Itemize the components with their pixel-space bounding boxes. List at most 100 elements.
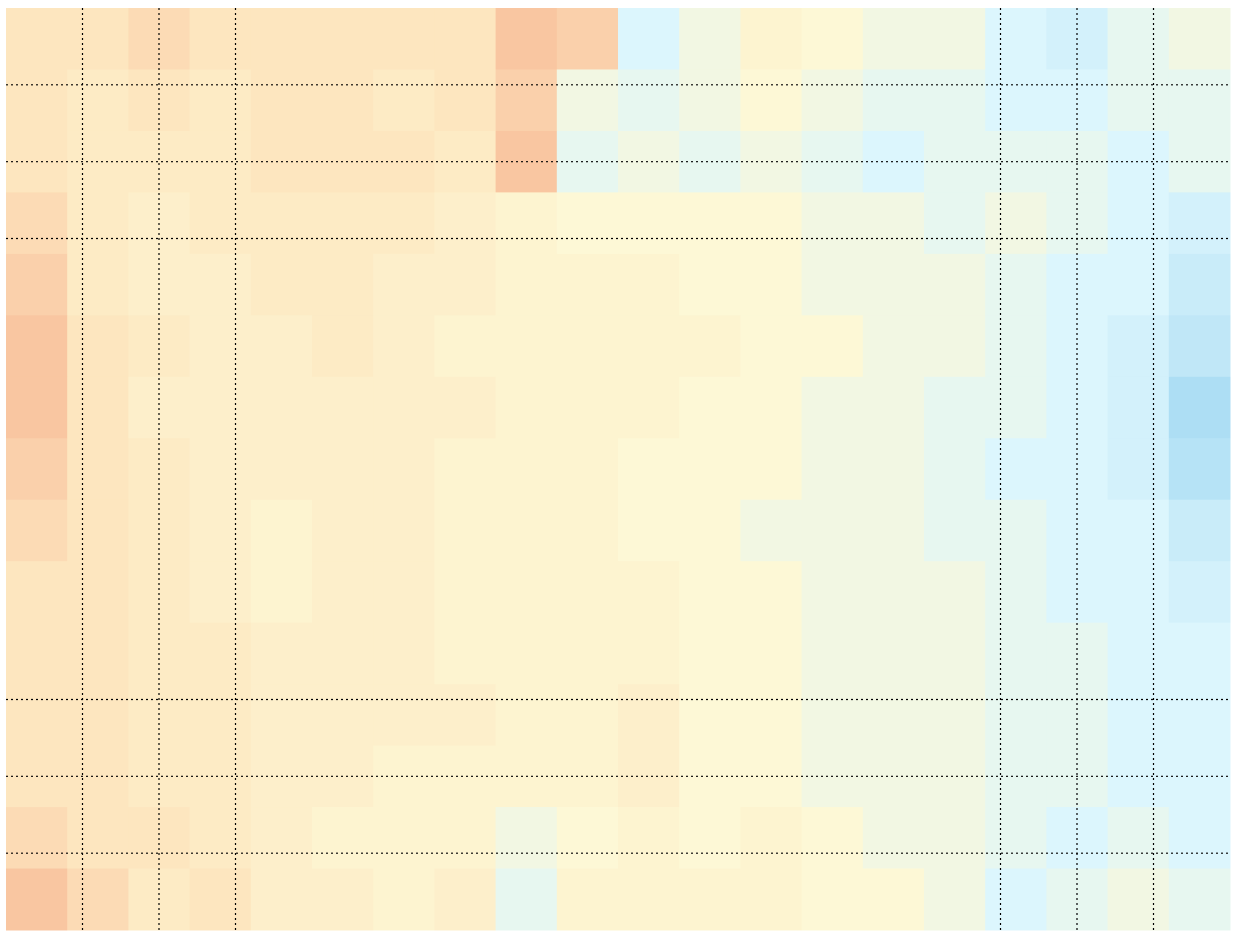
heatmap-cell: [924, 868, 986, 931]
heatmap-cell: [801, 561, 864, 624]
heatmap-cell: [495, 499, 558, 562]
heatmap-cell: [679, 192, 741, 255]
heatmap-cell: [556, 69, 619, 132]
heatmap-cell: [189, 438, 252, 501]
heatmap-cell: [189, 8, 252, 70]
heatmap-cell: [556, 192, 619, 255]
heatmap-cell: [924, 192, 986, 255]
heatmap-cell: [740, 8, 803, 70]
heatmap-cell: [801, 8, 864, 70]
heatmap-cell: [1107, 868, 1170, 931]
heatmap-cell: [924, 69, 986, 132]
heatmap-cell: [373, 315, 435, 378]
heatmap-cell: [985, 561, 1047, 624]
grid: [6, 8, 1230, 930]
heatmap-cell: [373, 69, 435, 132]
heatmap-cell: [1168, 8, 1231, 70]
heatmap-cell: [312, 807, 374, 870]
heatmap-cell: [67, 69, 129, 132]
heatmap-cell: [985, 315, 1047, 378]
heatmap-cell: [189, 561, 252, 624]
heatmap-cell: [1107, 69, 1170, 132]
heatmap-cell: [618, 868, 680, 931]
heatmap-cell: [67, 868, 129, 931]
heatmap-cell: [67, 499, 129, 562]
heatmap-cell: [250, 315, 313, 378]
heatmap-cell: [801, 315, 864, 378]
heatmap-cell: [312, 561, 374, 624]
heatmap-cell: [1107, 315, 1170, 378]
heatmap-cell: [679, 499, 741, 562]
heatmap-cell: [67, 8, 129, 70]
heatmap-cell: [679, 807, 741, 870]
heatmap-cell: [1107, 8, 1170, 70]
heatmap-cell: [679, 684, 741, 747]
heatmap-cell: [128, 130, 191, 193]
heatmap-cell: [495, 376, 558, 439]
heatmap-cell: [250, 8, 313, 70]
heatmap-cell: [679, 561, 741, 624]
heatmap-cell: [373, 253, 435, 316]
heatmap-cell: [924, 807, 986, 870]
heatmap-cell: [250, 868, 313, 931]
heatmap-cell: [618, 561, 680, 624]
heatmap-cells: [6, 8, 1231, 931]
heatmap-cell: [924, 745, 986, 808]
heatmap-cell: [495, 622, 558, 685]
heatmap-cell: [373, 745, 435, 808]
heatmap-cell: [556, 438, 619, 501]
heatmap-cell: [189, 622, 252, 685]
heatmap-cell: [434, 499, 497, 562]
heatmap-cell: [862, 192, 925, 255]
heatmap-cell: [862, 499, 925, 562]
heatmap-cell: [373, 130, 435, 193]
heatmap-cell: [862, 69, 925, 132]
heatmap-cell: [128, 315, 191, 378]
heatmap-cell: [6, 622, 68, 685]
heatmap-cell: [495, 192, 558, 255]
heatmap-cell: [985, 376, 1047, 439]
heatmap-cell: [495, 868, 558, 931]
heatmap-cell: [740, 499, 803, 562]
heatmap-cell: [1046, 315, 1109, 378]
heatmap-cell: [679, 868, 741, 931]
heatmap-cell: [250, 438, 313, 501]
heatmap-cell: [1107, 807, 1170, 870]
heatmap-cell: [801, 684, 864, 747]
heatmap-cell: [1107, 622, 1170, 685]
heatmap-cell: [189, 807, 252, 870]
heatmap-cell: [801, 69, 864, 132]
heatmap-cell: [67, 807, 129, 870]
heatmap-cell: [434, 684, 497, 747]
heatmap-cell: [189, 868, 252, 931]
heatmap-cell: [312, 376, 374, 439]
heatmap-cell: [985, 192, 1047, 255]
heatmap-cell: [985, 684, 1047, 747]
heatmap-cell: [924, 499, 986, 562]
heatmap-cell: [740, 315, 803, 378]
heatmap-cell: [312, 438, 374, 501]
heatmap-cell: [1168, 130, 1231, 193]
heatmap-cell: [618, 684, 680, 747]
heatmap-cell: [495, 69, 558, 132]
heatmap-cell: [67, 253, 129, 316]
heatmap-cell: [373, 192, 435, 255]
heatmap-cell: [1046, 499, 1109, 562]
heatmap-cell: [740, 376, 803, 439]
heatmap-cell: [1168, 561, 1231, 624]
heatmap-cell: [250, 622, 313, 685]
heatmap-cell: [862, 868, 925, 931]
heatmap-cell: [373, 684, 435, 747]
heatmap-cell: [434, 253, 497, 316]
heatmap-cell: [312, 69, 374, 132]
heatmap-cell: [495, 684, 558, 747]
heatmap-cell: [6, 807, 68, 870]
heatmap-cell: [618, 253, 680, 316]
heatmap-cell: [6, 315, 68, 378]
heatmap-cell: [312, 8, 374, 70]
heatmap-cell: [189, 376, 252, 439]
heatmap-cell: [1168, 438, 1231, 501]
heatmap-cell: [434, 868, 497, 931]
